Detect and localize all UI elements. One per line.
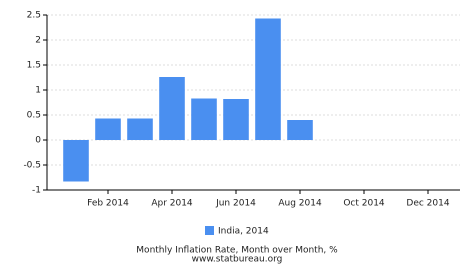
source: www.statbureau.org [192,255,283,265]
bar [63,140,89,182]
y-tick-label: 2 [35,36,41,46]
legend-label: India, 2014 [218,227,269,237]
y-tick-label: -1 [32,186,41,196]
x-tick-label: Aug 2014 [278,199,322,209]
x-tick-label: Apr 2014 [151,199,193,209]
y-tick-label: 1.5 [27,61,41,71]
bar [95,118,121,140]
legend-swatch [205,226,214,235]
x-tick-label: Oct 2014 [343,199,385,209]
bar [159,77,185,140]
x-tick-label: Jun 2014 [215,199,256,209]
y-tick-label: 0 [35,136,41,146]
y-tick-label: 2.5 [27,11,41,21]
x-tick-label: Feb 2014 [87,199,129,209]
y-tick-label: 1 [35,86,41,96]
x-tick-label: Dec 2014 [406,199,449,209]
bar [287,120,313,140]
y-tick-label: -0.5 [23,161,41,171]
bar [223,99,249,140]
bar [191,98,217,140]
bar [255,18,281,140]
y-tick-label: 0.5 [27,111,41,121]
chart-title: Monthly Inflation Rate, Month over Month… [136,246,338,256]
bar [127,118,153,140]
